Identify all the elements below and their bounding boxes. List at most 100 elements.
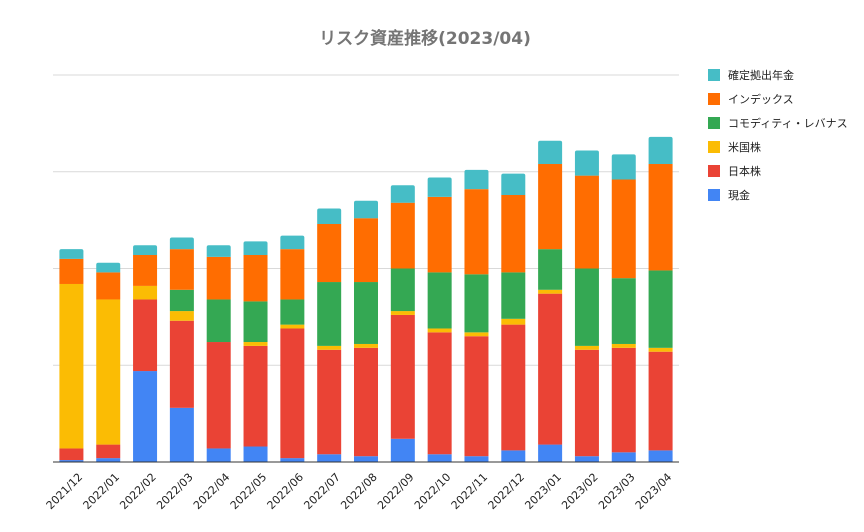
chart-title: リスク資産推移(2023/04) <box>319 28 531 49</box>
bar-segment-2022/05-0 <box>243 446 268 462</box>
bar-segment-2023/01-2 <box>538 289 563 294</box>
bar-segment-2023/02-1 <box>574 349 599 457</box>
bar-segment-2022/07-1 <box>317 349 342 455</box>
bar-segment-2022/11-1 <box>464 336 489 457</box>
bar-segment-2022/12-4 <box>501 194 526 273</box>
bar-segment-2022/08-1 <box>354 347 378 457</box>
bar-segment-2022/04-0 <box>206 448 231 462</box>
bar-segment-2022/07-4 <box>317 223 342 283</box>
x-tick-label: 2022/11 <box>449 471 491 513</box>
x-tick-label: 2022/07 <box>301 471 343 513</box>
legend-item: 現金 <box>708 188 750 202</box>
bar-segment-2022/08-0 <box>354 456 378 462</box>
bar-stack-2022/05 <box>243 241 268 462</box>
bar-stack-2022/08 <box>354 200 378 462</box>
bar-segment-2023/04-0 <box>648 450 673 462</box>
bar-segment-2021/12-2 <box>59 283 84 449</box>
bar-segment-2022/05-1 <box>243 345 268 447</box>
bar-segment-2022/03-3 <box>169 289 194 312</box>
bar-segment-2022/12-2 <box>501 318 526 325</box>
bar-segment-2023/03-2 <box>611 343 636 348</box>
legend-label: 米国株 <box>728 140 761 154</box>
bar-segment-2022/09-2 <box>390 311 415 315</box>
legend-label: 確定拠出年金 <box>728 68 794 82</box>
bar-segment-2022/10-0 <box>427 454 452 462</box>
x-tick-label: 2022/12 <box>486 471 528 513</box>
bar-segment-2022/05-2 <box>243 342 268 346</box>
bar-segment-2023/02-3 <box>574 268 599 346</box>
bar-segment-2023/03-0 <box>611 452 636 462</box>
legend-item: 日本株 <box>708 164 761 178</box>
bar-segment-2023/02-0 <box>574 456 599 462</box>
bar-segment-2023/03-1 <box>611 347 636 453</box>
bar-segment-2022/01-4 <box>96 272 121 300</box>
bar-stack-2022/04 <box>206 245 231 462</box>
x-tick-label: 2022/06 <box>265 471 307 513</box>
bar-segment-2022/06-4 <box>280 249 305 300</box>
bar-stack-2021/12 <box>59 249 84 462</box>
x-tick-labels: 2021/122022/012022/022022/032022/042022/… <box>44 471 675 513</box>
bar-segment-2023/04-1 <box>648 351 673 451</box>
bar-segment-2022/10-5 <box>427 177 452 197</box>
bar-segment-2023/04-3 <box>648 270 673 348</box>
bars <box>59 136 673 462</box>
bar-segment-2022/03-5 <box>169 237 194 250</box>
bar-stack-2022/12 <box>501 173 526 462</box>
bar-segment-2022/02-4 <box>133 254 158 286</box>
bar-stack-2022/02 <box>133 245 158 462</box>
bar-stack-2022/10 <box>427 177 452 462</box>
bar-segment-2022/05-4 <box>243 254 268 302</box>
bar-segment-2023/01-0 <box>538 444 563 462</box>
bar-segment-2022/03-0 <box>169 407 194 462</box>
bar-segment-2023/03-4 <box>611 179 636 279</box>
bar-segment-2023/02-2 <box>574 345 599 350</box>
bar-stack-2023/03 <box>611 154 636 462</box>
bar-segment-2021/12-4 <box>59 258 84 284</box>
bar-stack-2022/01 <box>96 262 121 462</box>
bar-segment-2022/04-1 <box>206 342 231 449</box>
bar-segment-2022/11-4 <box>464 189 489 275</box>
legend-label: インデックス <box>728 92 794 106</box>
bar-segment-2022/03-1 <box>169 320 194 408</box>
bar-segment-2022/02-1 <box>133 299 158 372</box>
bar-segment-2022/11-2 <box>464 332 489 337</box>
x-tick-label: 2023/01 <box>522 471 564 513</box>
bar-segment-2022/09-4 <box>390 202 415 269</box>
bar-segment-2022/01-5 <box>96 262 121 273</box>
legend-item: 確定拠出年金 <box>708 68 794 82</box>
x-tick-label: 2022/01 <box>81 471 123 513</box>
bar-segment-2021/12-5 <box>59 249 84 259</box>
bar-stack-2022/03 <box>169 237 194 462</box>
legend-item: インデックス <box>708 92 794 106</box>
bar-segment-2023/01-3 <box>538 249 563 290</box>
bar-segment-2022/04-5 <box>206 245 231 257</box>
bar-segment-2022/03-4 <box>169 249 194 290</box>
bar-segment-2022/06-3 <box>280 299 305 325</box>
bar-segment-2022/09-1 <box>390 314 415 439</box>
bar-segment-2021/12-0 <box>59 460 84 462</box>
bar-segment-2022/07-5 <box>317 208 342 224</box>
x-tick-label: 2023/02 <box>559 471 601 513</box>
bar-segment-2022/12-3 <box>501 272 526 319</box>
bar-segment-2022/02-2 <box>133 285 158 300</box>
x-tick-label: 2022/05 <box>228 471 270 513</box>
bar-stack-2023/01 <box>538 140 563 462</box>
bar-segment-2022/06-2 <box>280 324 305 329</box>
x-tick-label: 2022/04 <box>191 471 233 513</box>
bar-segment-2022/05-3 <box>243 301 268 343</box>
legend-swatch <box>708 165 720 177</box>
x-tick-label: 2022/08 <box>338 471 380 513</box>
bar-segment-2022/11-3 <box>464 274 489 333</box>
bar-segment-2022/10-2 <box>427 328 452 333</box>
bar-segment-2022/08-2 <box>354 343 378 348</box>
legend-swatch <box>708 117 720 129</box>
legend-swatch <box>708 141 720 153</box>
bar-segment-2022/12-0 <box>501 450 526 462</box>
bar-segment-2022/08-4 <box>354 218 378 283</box>
bar-segment-2022/03-2 <box>169 311 194 321</box>
bar-segment-2022/10-4 <box>427 196 452 273</box>
bar-segment-2022/06-5 <box>280 235 305 250</box>
bar-segment-2022/02-0 <box>133 371 158 462</box>
x-tick-label: 2023/03 <box>596 471 638 513</box>
